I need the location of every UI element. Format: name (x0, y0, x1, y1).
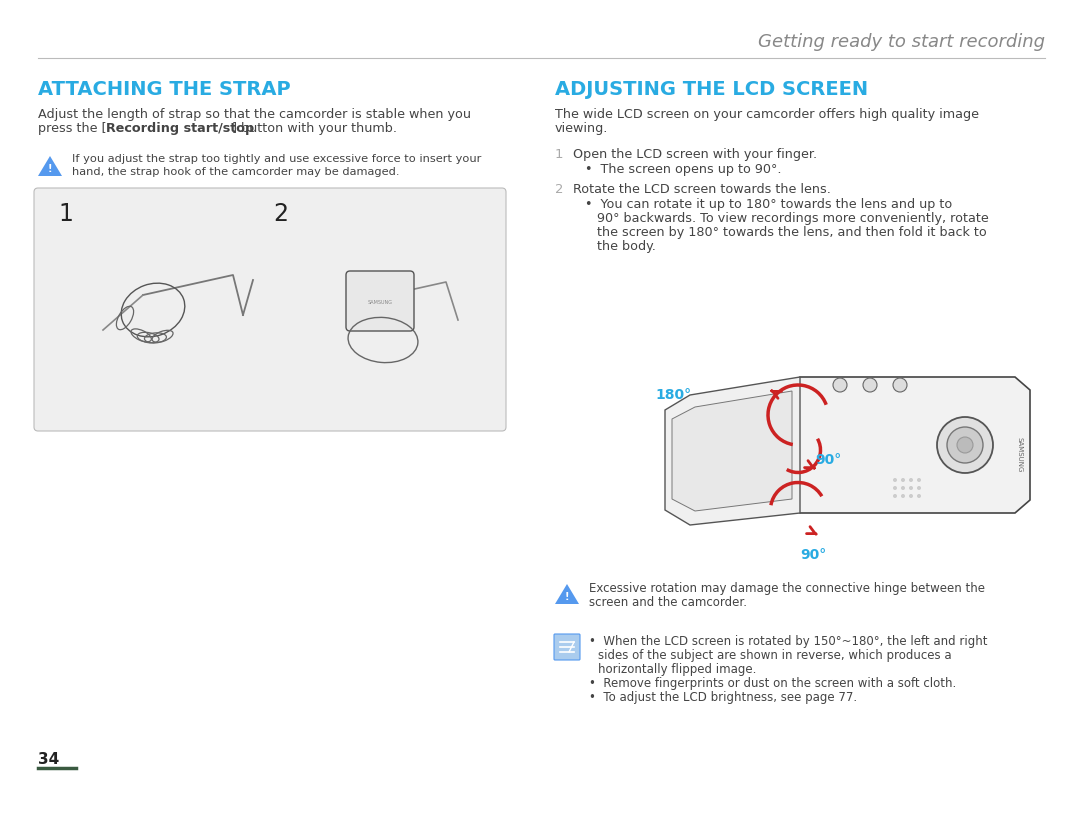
Circle shape (947, 427, 983, 463)
Text: Recording start/stop: Recording start/stop (106, 122, 254, 135)
Text: hand, the strap hook of the camcorder may be damaged.: hand, the strap hook of the camcorder ma… (72, 167, 400, 177)
Text: viewing.: viewing. (555, 122, 608, 135)
Text: •  When the LCD screen is rotated by 150°~180°, the left and right: • When the LCD screen is rotated by 150°… (589, 635, 987, 648)
Polygon shape (672, 391, 792, 511)
Polygon shape (38, 156, 62, 176)
Circle shape (863, 378, 877, 392)
FancyBboxPatch shape (33, 188, 507, 431)
Text: Open the LCD screen with your finger.: Open the LCD screen with your finger. (573, 148, 818, 161)
Text: ATTACHING THE STRAP: ATTACHING THE STRAP (38, 80, 291, 99)
Circle shape (893, 486, 897, 490)
Circle shape (901, 494, 905, 498)
Text: screen and the camcorder.: screen and the camcorder. (589, 596, 747, 609)
Text: •  To adjust the LCD brightness, see page 77.: • To adjust the LCD brightness, see page… (589, 691, 858, 704)
Text: !: ! (48, 164, 52, 174)
Text: If you adjust the strap too tightly and use excessive force to insert your: If you adjust the strap too tightly and … (72, 154, 482, 164)
Text: Excessive rotation may damage the connective hinge between the: Excessive rotation may damage the connec… (589, 582, 985, 595)
Circle shape (909, 486, 913, 490)
Polygon shape (555, 584, 579, 604)
Text: press the [: press the [ (38, 122, 107, 135)
Circle shape (893, 378, 907, 392)
Text: sides of the subject are shown in reverse, which produces a: sides of the subject are shown in revers… (598, 649, 951, 662)
Circle shape (901, 486, 905, 490)
Text: •  Remove fingerprints or dust on the screen with a soft cloth.: • Remove fingerprints or dust on the scr… (589, 677, 956, 690)
Text: ADJUSTING THE LCD SCREEN: ADJUSTING THE LCD SCREEN (555, 80, 868, 99)
Text: the body.: the body. (597, 240, 656, 253)
Text: Adjust the length of strap so that the camcorder is stable when you: Adjust the length of strap so that the c… (38, 108, 471, 121)
Circle shape (893, 478, 897, 482)
Text: 1: 1 (58, 202, 72, 226)
Circle shape (893, 494, 897, 498)
Text: 2: 2 (273, 202, 288, 226)
Text: The wide LCD screen on your camcorder offers high quality image: The wide LCD screen on your camcorder of… (555, 108, 978, 121)
Text: ] button with your thumb.: ] button with your thumb. (232, 122, 397, 135)
Polygon shape (785, 377, 1030, 513)
Text: 90°: 90° (800, 548, 826, 562)
Circle shape (937, 417, 993, 473)
Circle shape (917, 486, 921, 490)
Circle shape (917, 494, 921, 498)
Circle shape (957, 437, 973, 453)
Text: SAMSUNG: SAMSUNG (367, 299, 392, 304)
Circle shape (917, 478, 921, 482)
Text: Rotate the LCD screen towards the lens.: Rotate the LCD screen towards the lens. (573, 183, 831, 196)
Circle shape (901, 478, 905, 482)
FancyBboxPatch shape (554, 634, 580, 660)
Text: 90° backwards. To view recordings more conveniently, rotate: 90° backwards. To view recordings more c… (597, 212, 989, 225)
Text: •  The screen opens up to 90°.: • The screen opens up to 90°. (585, 163, 782, 176)
Text: 1: 1 (555, 148, 564, 161)
Text: 2: 2 (555, 183, 564, 196)
Text: SAMSUNG: SAMSUNG (1017, 437, 1023, 473)
Text: Getting ready to start recording: Getting ready to start recording (758, 33, 1045, 51)
Text: 180°: 180° (654, 388, 691, 402)
Text: horizontally flipped image.: horizontally flipped image. (598, 663, 756, 676)
Text: !: ! (565, 592, 569, 602)
Circle shape (909, 494, 913, 498)
Text: 34: 34 (38, 752, 59, 767)
Text: 90°: 90° (815, 453, 841, 467)
Text: •  You can rotate it up to 180° towards the lens and up to: • You can rotate it up to 180° towards t… (585, 198, 953, 211)
Circle shape (909, 478, 913, 482)
Polygon shape (665, 377, 800, 525)
FancyBboxPatch shape (346, 271, 414, 331)
Circle shape (833, 378, 847, 392)
Text: the screen by 180° towards the lens, and then fold it back to: the screen by 180° towards the lens, and… (597, 226, 987, 239)
